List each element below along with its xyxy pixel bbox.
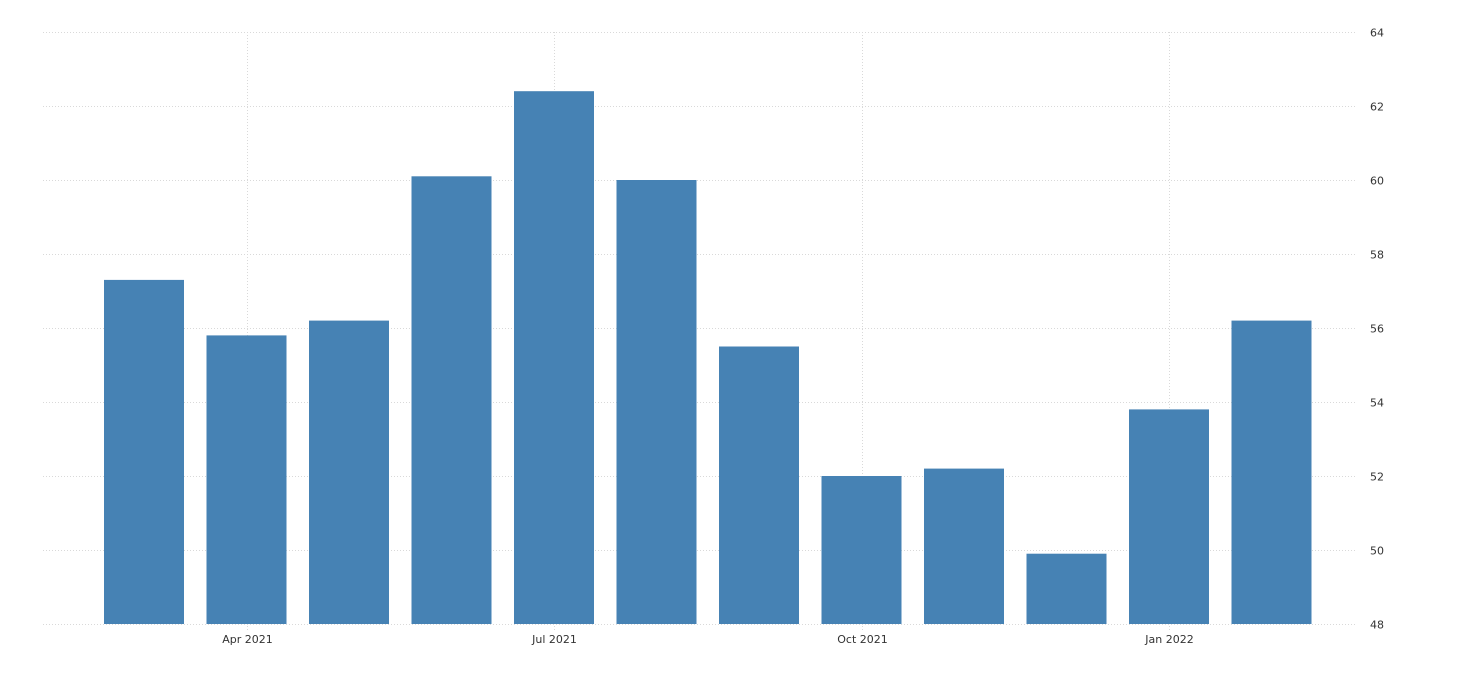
- x-tick-label: Jul 2021: [531, 633, 577, 646]
- y-tick-label: 62: [1370, 101, 1384, 114]
- bar-dec-2021: [1026, 553, 1107, 624]
- y-tick-label: 48: [1370, 619, 1384, 632]
- bar-may-2021: [309, 320, 389, 624]
- x-tick-label: Oct 2021: [837, 633, 888, 646]
- y-tick-label: 54: [1370, 397, 1384, 410]
- y-tick-label: 58: [1370, 249, 1384, 262]
- bar-nov-2021: [924, 468, 1004, 624]
- bar-mar-2021: [104, 279, 184, 624]
- y-tick-label: 60: [1370, 175, 1384, 188]
- x-tick-label: Jan 2022: [1144, 633, 1193, 646]
- bars: [104, 91, 1312, 625]
- bar-sep-2021: [719, 346, 799, 624]
- y-axis: 48 50 52 54 56 58 60 62 64: [1370, 27, 1384, 632]
- x-axis: Apr 2021 Jul 2021 Oct 2021 Jan 2022: [222, 633, 1193, 646]
- bar-jul-2021: [514, 91, 594, 624]
- y-tick-label: 50: [1370, 545, 1384, 558]
- bar-jun-2021: [411, 176, 492, 625]
- y-tick-label: 52: [1370, 471, 1384, 484]
- x-tick-label: Apr 2021: [222, 633, 273, 646]
- y-tick-label: 64: [1370, 27, 1384, 40]
- bar-apr-2021: [206, 335, 287, 624]
- bar-feb-2022: [1231, 320, 1312, 624]
- y-tick-label: 56: [1370, 323, 1384, 336]
- bar-jan-2022: [1129, 409, 1209, 624]
- bar-oct-2021: [821, 476, 902, 624]
- bar-aug-2021: [616, 180, 697, 624]
